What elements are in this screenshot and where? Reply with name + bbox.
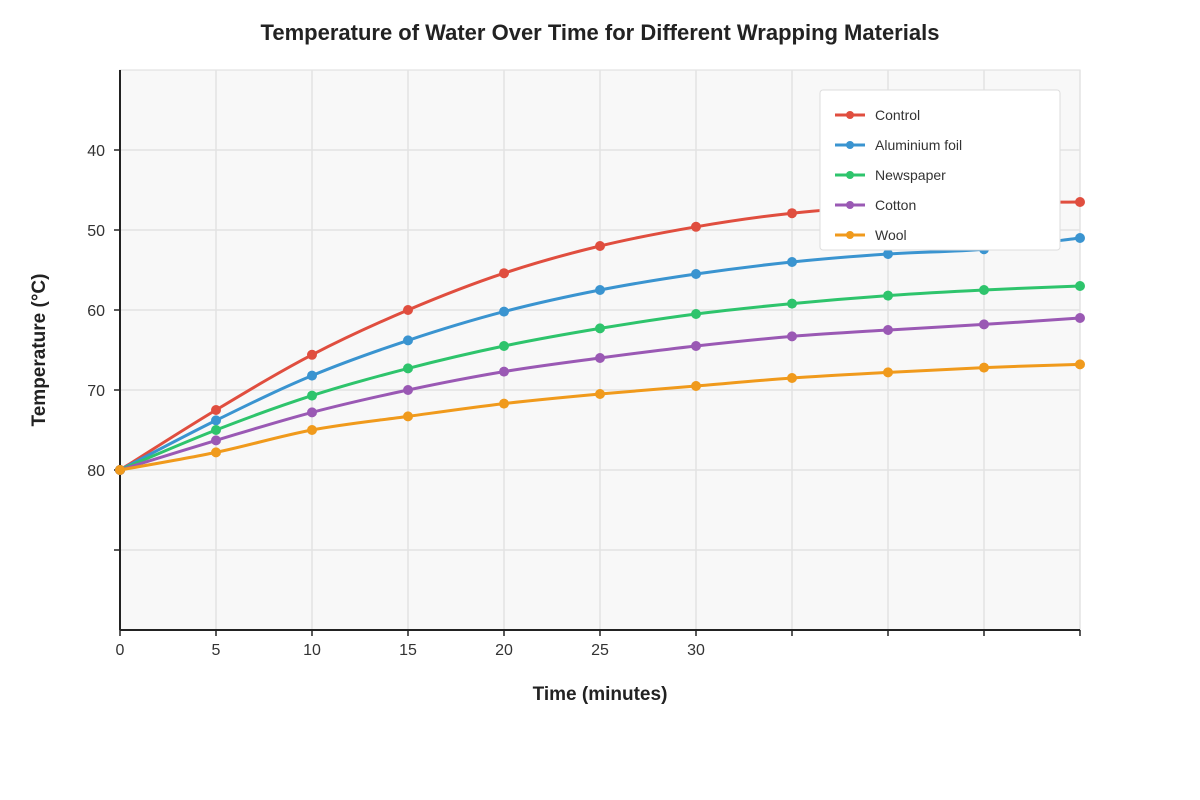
data-point-newspaper	[499, 341, 509, 351]
data-point-control	[691, 221, 701, 232]
series-group	[115, 197, 1085, 475]
data-point-control	[307, 349, 317, 360]
y-tick-label: 40	[87, 143, 105, 160]
data-point-control	[403, 305, 413, 315]
data-point-newspaper	[403, 363, 413, 374]
chart-title: Temperature of Water Over Time for Diffe…	[261, 20, 940, 45]
legend: Control Aluminium foil Newspaper Cotton Wool	[819, 89, 1061, 251]
data-point-aluminium-foil	[307, 370, 317, 381]
x-tick-label: 15	[399, 642, 417, 659]
y-tick-label: 50	[87, 223, 105, 240]
data-point-control	[211, 405, 221, 415]
legend-marker-cotton	[846, 201, 854, 209]
data-point-newspaper	[595, 323, 605, 334]
data-point-cotton	[307, 407, 317, 418]
data-point-wool	[307, 425, 317, 435]
data-point-cotton	[211, 435, 221, 446]
data-point-aluminium-foil	[691, 269, 701, 279]
data-point-aluminium-foil	[499, 306, 509, 317]
legend-label-cotton: Cotton	[875, 197, 916, 213]
legend-marker-newspaper	[846, 171, 854, 179]
data-point-cotton	[595, 353, 605, 363]
data-point-cotton	[691, 341, 701, 351]
legend-marker-aluminium-foil	[846, 141, 854, 149]
legend-label-newspaper: Newspaper	[875, 167, 946, 183]
data-point-newspaper	[211, 425, 221, 435]
data-point-aluminium-foil	[211, 415, 221, 426]
y-tick-label: 70	[87, 383, 105, 400]
data-point-wool	[403, 411, 413, 422]
data-point-newspaper	[787, 298, 797, 309]
data-point-newspaper	[1075, 281, 1085, 291]
ticks: 0 5 10 15 20 25 30 40 50 60 70 80	[87, 143, 1081, 659]
legend-label-wool: Wool	[875, 227, 907, 243]
data-point-cotton	[883, 325, 893, 335]
data-point-aluminium-foil	[883, 249, 893, 259]
data-point-newspaper	[979, 285, 989, 295]
legend-marker-control	[846, 111, 854, 119]
data-point-wool	[595, 389, 605, 399]
legend-label-aluminium-foil: Aluminium foil	[875, 137, 962, 153]
legend-marker-wool	[846, 231, 854, 239]
x-tick-label: 5	[212, 642, 221, 659]
y-axis-label: Temperature (°C)	[29, 274, 50, 427]
data-point-aluminium-foil	[595, 285, 605, 295]
data-point-newspaper	[691, 309, 701, 319]
data-point-wool	[883, 367, 893, 378]
data-point-newspaper	[307, 390, 317, 401]
data-point-wool	[499, 398, 509, 409]
x-tick-label: 0	[116, 642, 125, 659]
data-point-newspaper	[883, 290, 893, 301]
x-tick-label: 10	[303, 642, 321, 659]
data-point-wool	[1075, 359, 1085, 370]
x-tick-label: 20	[495, 642, 513, 659]
data-point-control	[787, 208, 797, 219]
data-point-cotton	[499, 366, 509, 377]
data-point-wool	[211, 447, 221, 458]
data-point-aluminium-foil	[1075, 233, 1085, 243]
data-point-control	[595, 241, 605, 251]
data-point-wool	[979, 362, 989, 373]
data-point-cotton	[1075, 313, 1085, 323]
data-point-wool	[115, 465, 125, 475]
series-line-aluminium-foil	[118, 236, 1082, 472]
data-point-cotton	[979, 319, 989, 330]
data-point-aluminium-foil	[787, 257, 797, 267]
legend-box	[819, 89, 1061, 251]
x-axis-label: Time (minutes)	[533, 684, 668, 705]
data-point-wool	[691, 381, 701, 391]
data-point-cotton	[403, 385, 413, 395]
data-point-control	[499, 268, 509, 279]
y-tick-label: 60	[87, 303, 105, 320]
data-point-cotton	[787, 331, 797, 342]
y-tick-label: 80	[87, 463, 105, 480]
legend-label-control: Control	[875, 107, 920, 123]
data-point-control	[1075, 197, 1085, 207]
x-tick-label: 30	[687, 642, 705, 659]
x-tick-label: 25	[591, 642, 609, 659]
data-point-wool	[787, 373, 797, 383]
data-point-aluminium-foil	[403, 335, 413, 346]
